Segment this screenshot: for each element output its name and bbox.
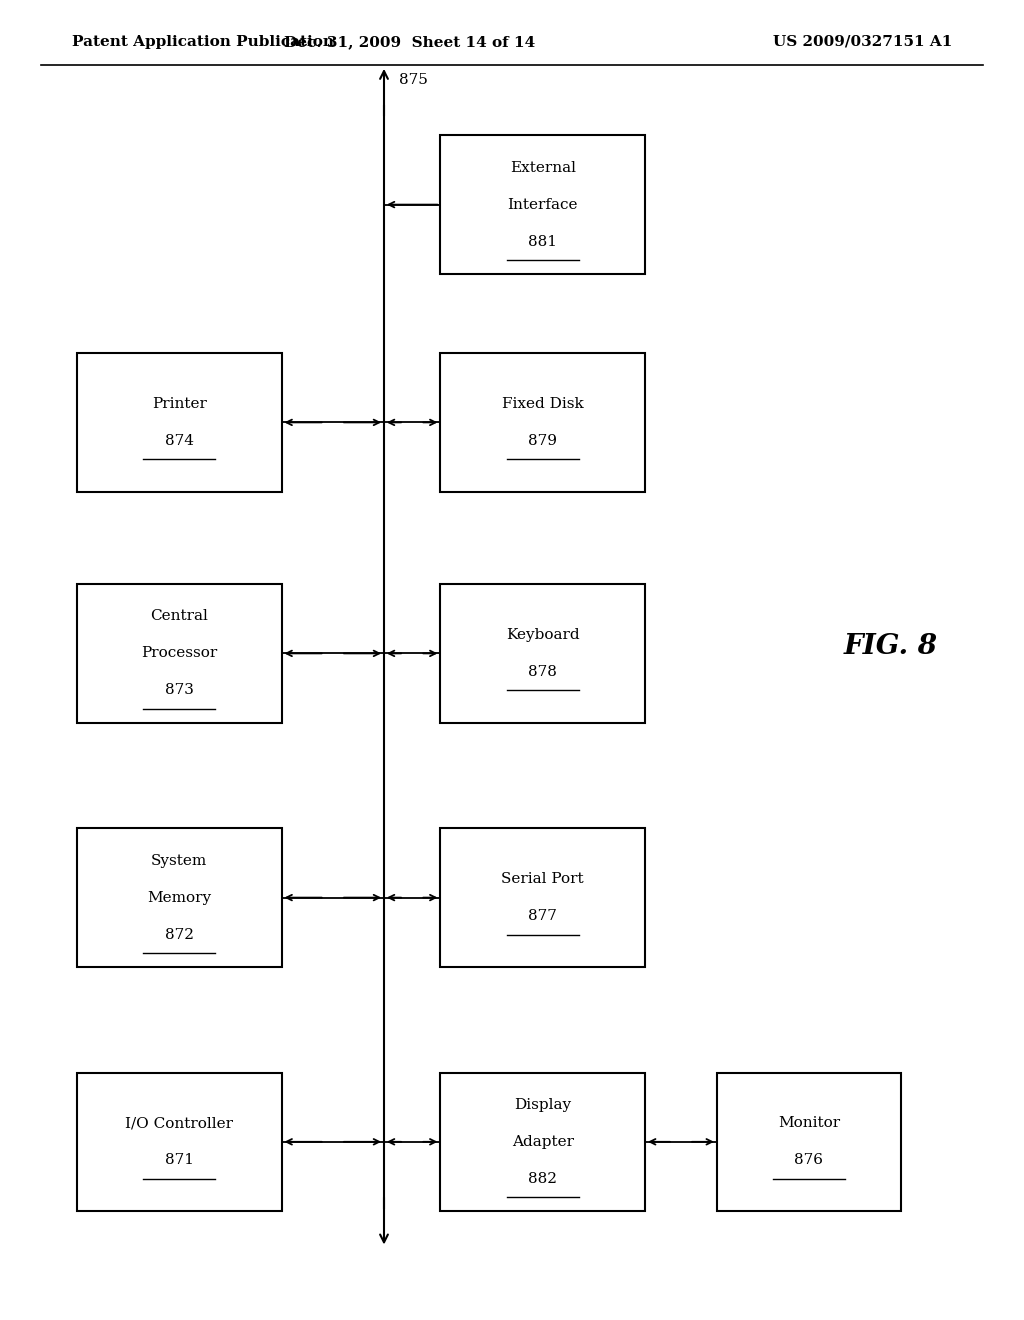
Text: Display: Display <box>514 1098 571 1111</box>
Text: Central: Central <box>151 610 208 623</box>
Text: Memory: Memory <box>147 891 211 904</box>
Text: 881: 881 <box>528 235 557 248</box>
Bar <box>440 829 645 966</box>
Text: Dec. 31, 2009  Sheet 14 of 14: Dec. 31, 2009 Sheet 14 of 14 <box>284 34 536 49</box>
Text: 882: 882 <box>528 1172 557 1185</box>
Text: 878: 878 <box>528 665 557 678</box>
Text: 871: 871 <box>165 1154 194 1167</box>
Text: Printer: Printer <box>152 397 207 411</box>
Bar <box>440 1072 645 1212</box>
Text: FIG. 8: FIG. 8 <box>844 634 938 660</box>
Text: System: System <box>152 854 207 867</box>
Text: Adapter: Adapter <box>512 1135 573 1148</box>
Text: 877: 877 <box>528 909 557 923</box>
Bar <box>440 352 645 491</box>
Bar <box>440 136 645 275</box>
Text: Fixed Disk: Fixed Disk <box>502 397 584 411</box>
Text: 874: 874 <box>165 434 194 447</box>
Text: I/O Controller: I/O Controller <box>125 1117 233 1130</box>
Text: 873: 873 <box>165 684 194 697</box>
Bar <box>77 583 282 722</box>
Text: 875: 875 <box>399 73 428 87</box>
Text: Processor: Processor <box>141 647 217 660</box>
Bar <box>717 1072 901 1212</box>
Text: Interface: Interface <box>508 198 578 211</box>
Bar <box>77 829 282 966</box>
Text: Patent Application Publication: Patent Application Publication <box>72 34 334 49</box>
Text: External: External <box>510 161 575 174</box>
Text: Keyboard: Keyboard <box>506 628 580 642</box>
Bar <box>77 352 282 491</box>
Text: Monitor: Monitor <box>778 1117 840 1130</box>
Text: 876: 876 <box>795 1154 823 1167</box>
Bar <box>440 583 645 722</box>
Text: US 2009/0327151 A1: US 2009/0327151 A1 <box>773 34 952 49</box>
Text: Serial Port: Serial Port <box>502 873 584 886</box>
Bar <box>77 1072 282 1212</box>
Text: 872: 872 <box>165 928 194 941</box>
Text: 879: 879 <box>528 434 557 447</box>
